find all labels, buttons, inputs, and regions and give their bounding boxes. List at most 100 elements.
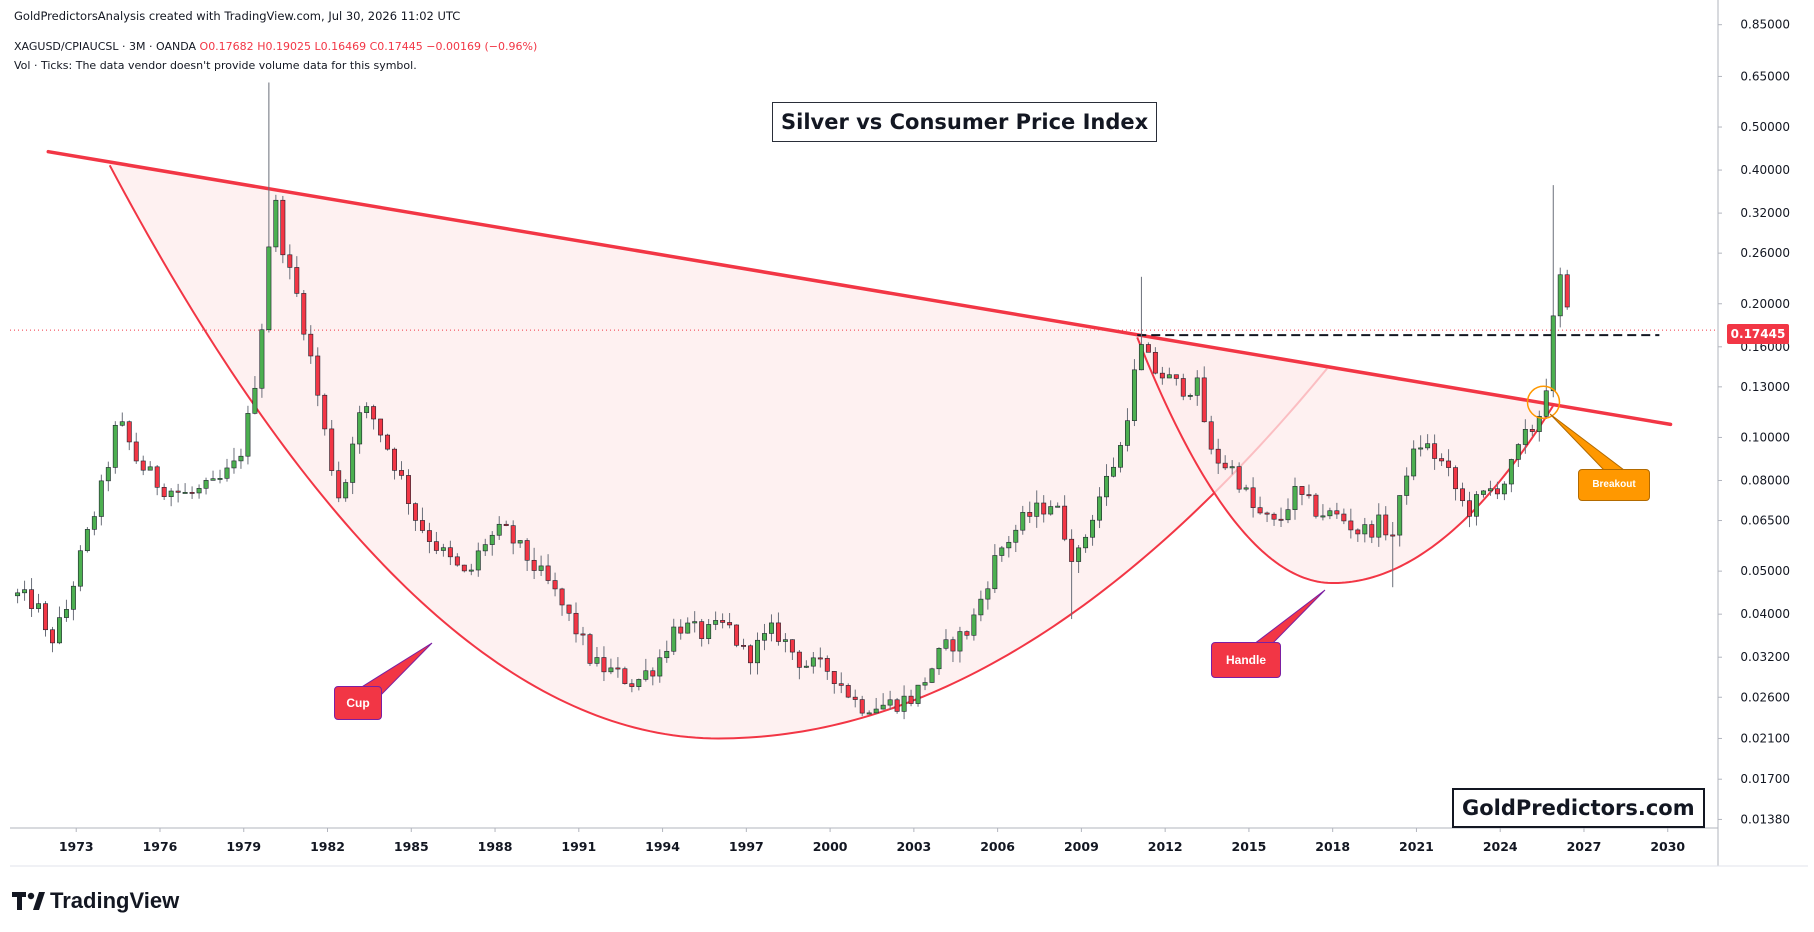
candle-body [1124, 420, 1130, 446]
candle-body [1159, 372, 1165, 379]
y-tick-label: 0.50000 [1740, 120, 1790, 134]
candle-body [210, 478, 216, 481]
breakout-callout[interactable]: Breakout [1578, 469, 1650, 501]
candle-body [154, 466, 160, 488]
x-tick-label: 2021 [1399, 839, 1434, 854]
candle-body [301, 293, 307, 335]
candle-body [43, 603, 48, 631]
candle-body [936, 648, 942, 670]
candle-body [845, 685, 851, 698]
candle-body [426, 530, 432, 542]
candle-body [727, 622, 733, 626]
candle-body [922, 682, 928, 686]
candle-body [768, 622, 774, 634]
candle-body [294, 267, 300, 294]
candle-body [1487, 488, 1493, 492]
candle-body [852, 696, 858, 700]
candle-body [315, 355, 321, 396]
handle-area [1137, 334, 1554, 584]
candle-body [245, 413, 251, 457]
candle-body [859, 699, 865, 714]
candle-body [1480, 490, 1486, 495]
symbol-legend: XAGUSD/CPIAUCSL · 3M · OANDA O0.17682 H0… [14, 40, 537, 53]
candle-body [1390, 534, 1396, 537]
candle-body [929, 668, 935, 683]
x-tick-label: 1982 [310, 839, 345, 854]
candle-body [1536, 415, 1542, 432]
candle-body [482, 544, 488, 552]
candle-body [950, 639, 956, 652]
candle-body [657, 657, 663, 677]
y-tick-label: 0.13000 [1740, 380, 1790, 394]
candle-body [1446, 460, 1452, 468]
candle-body [789, 639, 795, 653]
candle-body [203, 480, 209, 489]
candle-body [1285, 509, 1291, 521]
candle-body [1292, 486, 1298, 510]
x-tick-label: 2012 [1148, 839, 1183, 854]
candle-body [475, 550, 481, 571]
low-value: 0.16469 [320, 40, 367, 53]
candle-body [831, 671, 837, 684]
candle-body [189, 492, 195, 494]
candle-body [22, 589, 28, 594]
candle-body [838, 683, 844, 686]
candle-body [1243, 487, 1249, 490]
candle-body [182, 492, 188, 494]
candle-body [496, 523, 502, 536]
candle-body [1041, 502, 1047, 515]
x-tick-label: 2015 [1232, 839, 1267, 854]
candle-body [1097, 496, 1103, 521]
close-value: 0.17445 [377, 40, 423, 53]
candle-body [755, 639, 760, 664]
candle-body [63, 609, 69, 618]
open-value: 0.17682 [208, 40, 254, 53]
candle-body [1369, 524, 1375, 538]
candle-body [217, 478, 223, 480]
candle-body [1327, 510, 1333, 517]
candle-body [1104, 475, 1109, 498]
candle-body [1299, 486, 1305, 495]
candle-body [1341, 513, 1347, 522]
candle-body [748, 645, 753, 664]
candle-body [126, 421, 132, 443]
candle-body [77, 550, 83, 587]
candle-body [1013, 529, 1019, 543]
y-tick-label: 0.26000 [1740, 246, 1790, 260]
candle-body [29, 589, 35, 609]
candle-body [552, 580, 558, 590]
candle-body [510, 525, 516, 544]
candle-body [1006, 541, 1012, 549]
candle-body [664, 650, 670, 659]
x-tick-label: 1979 [226, 839, 261, 854]
candle-body [1062, 505, 1068, 540]
candle-body [908, 695, 914, 704]
handle-callout[interactable]: Handle [1211, 642, 1281, 678]
y-tick-label: 0.01700 [1740, 772, 1790, 786]
candle-body [866, 712, 872, 715]
x-tick-label: 1997 [729, 839, 764, 854]
candle-body [168, 490, 174, 497]
candle-body [1152, 351, 1158, 374]
candle-body [608, 667, 614, 673]
candle-body [147, 466, 153, 471]
candle-body [1229, 466, 1235, 469]
candle-body [84, 529, 90, 552]
candle-body [447, 547, 453, 558]
candle-body [587, 634, 593, 664]
candle-body [350, 443, 356, 483]
candle-body [57, 617, 62, 644]
cup-callout[interactable]: Cup [334, 686, 382, 720]
tradingview-logo[interactable]: TradingView [12, 888, 179, 913]
candle-body [1306, 494, 1312, 497]
y-tick-label: 0.04000 [1740, 607, 1790, 621]
candle-body [273, 199, 279, 248]
candle-body [406, 475, 411, 504]
candle-body [1034, 502, 1040, 517]
candle-body [461, 564, 467, 572]
candle-body [371, 406, 377, 420]
candle-body [378, 418, 384, 436]
candle-body [1215, 448, 1221, 464]
